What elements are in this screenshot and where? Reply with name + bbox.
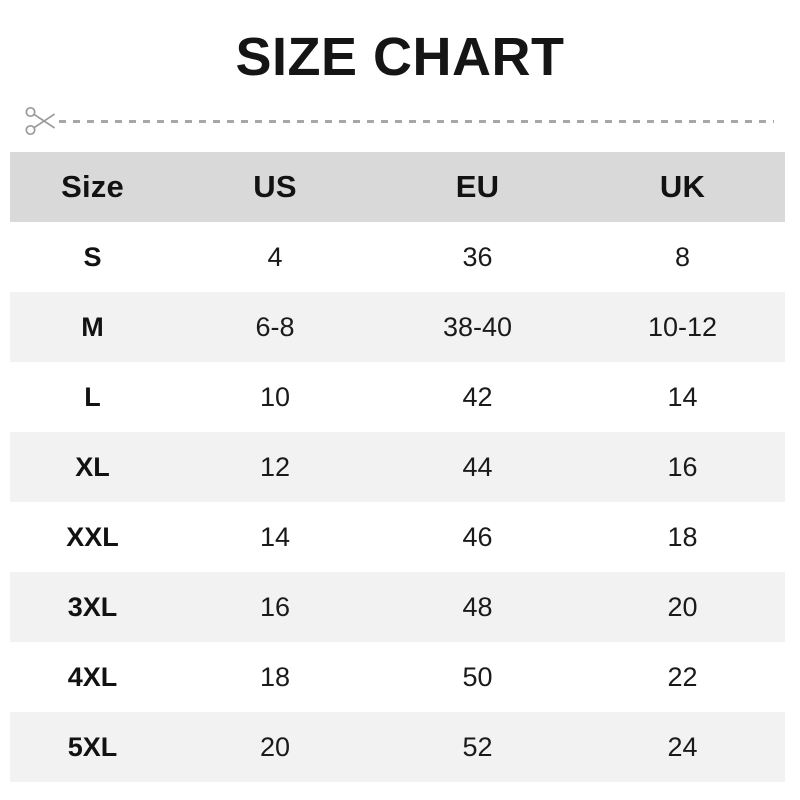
table-row: XL 12 44 16	[10, 432, 785, 502]
scissors-icon	[24, 105, 58, 137]
cell-us: 14	[259, 521, 291, 552]
cell-us: 12	[259, 451, 291, 482]
table-row: 3XL 16 48 20	[10, 572, 785, 642]
cell-uk: 14	[667, 381, 698, 412]
cell-eu: 48	[462, 591, 493, 622]
table-row: L 10 42 14	[10, 362, 785, 432]
cell-size: 5XL	[67, 731, 118, 762]
table-row: M 6-8 38-40 10-12	[10, 292, 785, 362]
cell-size: M	[81, 311, 104, 342]
cell-uk: 8	[674, 241, 691, 272]
cell-eu: 38-40	[442, 311, 513, 342]
table-body: S 4 36 8 M 6-8 38-40 10-12 L 10 42 14 XL…	[10, 222, 785, 782]
cell-uk: 24	[667, 731, 698, 762]
table-row: 5XL 20 52 24	[10, 712, 785, 782]
cell-size: S	[83, 241, 102, 272]
cut-here-line	[24, 104, 774, 138]
table-header: Size US EU UK	[10, 152, 785, 222]
table-row: 4XL 18 50 22	[10, 642, 785, 712]
cell-us: 16	[259, 591, 291, 622]
cell-eu: 46	[462, 521, 493, 552]
column-header-us: US	[253, 169, 297, 204]
table-row: XXL 14 46 18	[10, 502, 785, 572]
page-title: SIZE CHART	[235, 27, 565, 87]
dashed-cut-line	[59, 120, 774, 123]
size-chart-table-container: Size US EU UK S 4 36 8 M 6-8 38-40 10-12…	[10, 152, 785, 782]
cell-us: 18	[259, 661, 291, 692]
column-header-eu: EU	[455, 169, 500, 204]
cell-eu: 42	[462, 381, 493, 412]
column-header-size: Size	[61, 169, 124, 204]
cell-us: 10	[259, 381, 291, 412]
cell-eu: 44	[462, 451, 493, 482]
cell-size: XXL	[66, 521, 119, 552]
cell-eu: 36	[462, 241, 493, 272]
cell-us: 6-8	[255, 311, 295, 342]
cell-uk: 20	[667, 591, 698, 622]
cell-us: 20	[259, 731, 291, 762]
cell-us: 4	[267, 241, 283, 272]
cell-size: L	[84, 381, 101, 412]
table-header-row: Size US EU UK	[10, 152, 785, 222]
table-row: S 4 36 8	[10, 222, 785, 292]
column-header-uk: UK	[659, 169, 706, 204]
cell-eu: 52	[462, 731, 493, 762]
cell-size: 3XL	[67, 591, 118, 622]
cell-uk: 10-12	[647, 311, 718, 342]
cell-uk: 16	[667, 451, 698, 482]
cell-uk: 22	[667, 661, 698, 692]
cell-uk: 18	[667, 521, 698, 552]
cell-eu: 50	[462, 661, 493, 692]
cell-size: XL	[75, 451, 110, 482]
size-chart-table: Size US EU UK S 4 36 8 M 6-8 38-40 10-12…	[10, 152, 785, 782]
cell-size: 4XL	[67, 661, 118, 692]
